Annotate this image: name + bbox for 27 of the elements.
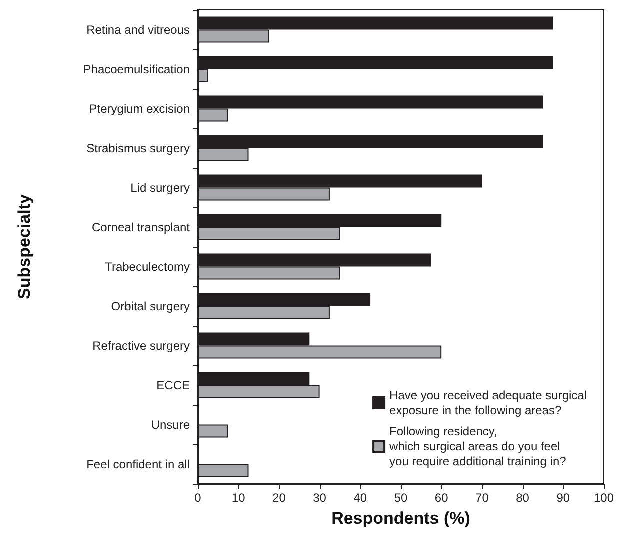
x-tick-label: 80 bbox=[516, 491, 530, 505]
x-tick-label: 100 bbox=[594, 491, 614, 505]
x-tick-label: 0 bbox=[194, 491, 202, 505]
x-tick-label: 70 bbox=[476, 491, 490, 505]
legend-label: Have you received adequate surgical exposure in the following areas? bbox=[390, 388, 588, 418]
x-tick-label: 20 bbox=[272, 491, 286, 505]
x-tick-label: 50 bbox=[394, 491, 408, 505]
y-tick-label: Orbital surgery bbox=[111, 299, 190, 314]
legend-label: Following residency, which surgical areas do you feel you require additional training in? bbox=[388, 424, 567, 468]
y-tick-label: Trabeculectomy bbox=[105, 260, 190, 274]
y-tick-label: Phacoemulsification bbox=[83, 62, 190, 76]
y-axis-title: Subspecialty bbox=[15, 194, 34, 300]
x-tick-label: 60 bbox=[434, 491, 449, 505]
x-tick-label: 30 bbox=[313, 491, 327, 505]
x-tick-label: 90 bbox=[556, 491, 570, 505]
y-tick-label: Corneal transplant bbox=[92, 220, 191, 234]
x-tick-label: 40 bbox=[354, 491, 368, 505]
y-tick-label: Feel confident in all bbox=[86, 457, 190, 472]
y-tick-label: Pterygium excision bbox=[89, 102, 190, 116]
y-tick-label: Unsure bbox=[151, 418, 190, 432]
y-tick-label: Lid surgery bbox=[130, 180, 190, 195]
y-tick-label: Retina and vitreous bbox=[86, 22, 190, 37]
y-tick-label: ECCE bbox=[156, 378, 190, 392]
x-tick-label: 10 bbox=[232, 491, 246, 505]
y-tick-label: Refractive surgery bbox=[92, 338, 190, 353]
y-tick-label: Strabismus surgery bbox=[86, 141, 190, 156]
x-axis-title: Respondents (%) bbox=[332, 509, 470, 528]
